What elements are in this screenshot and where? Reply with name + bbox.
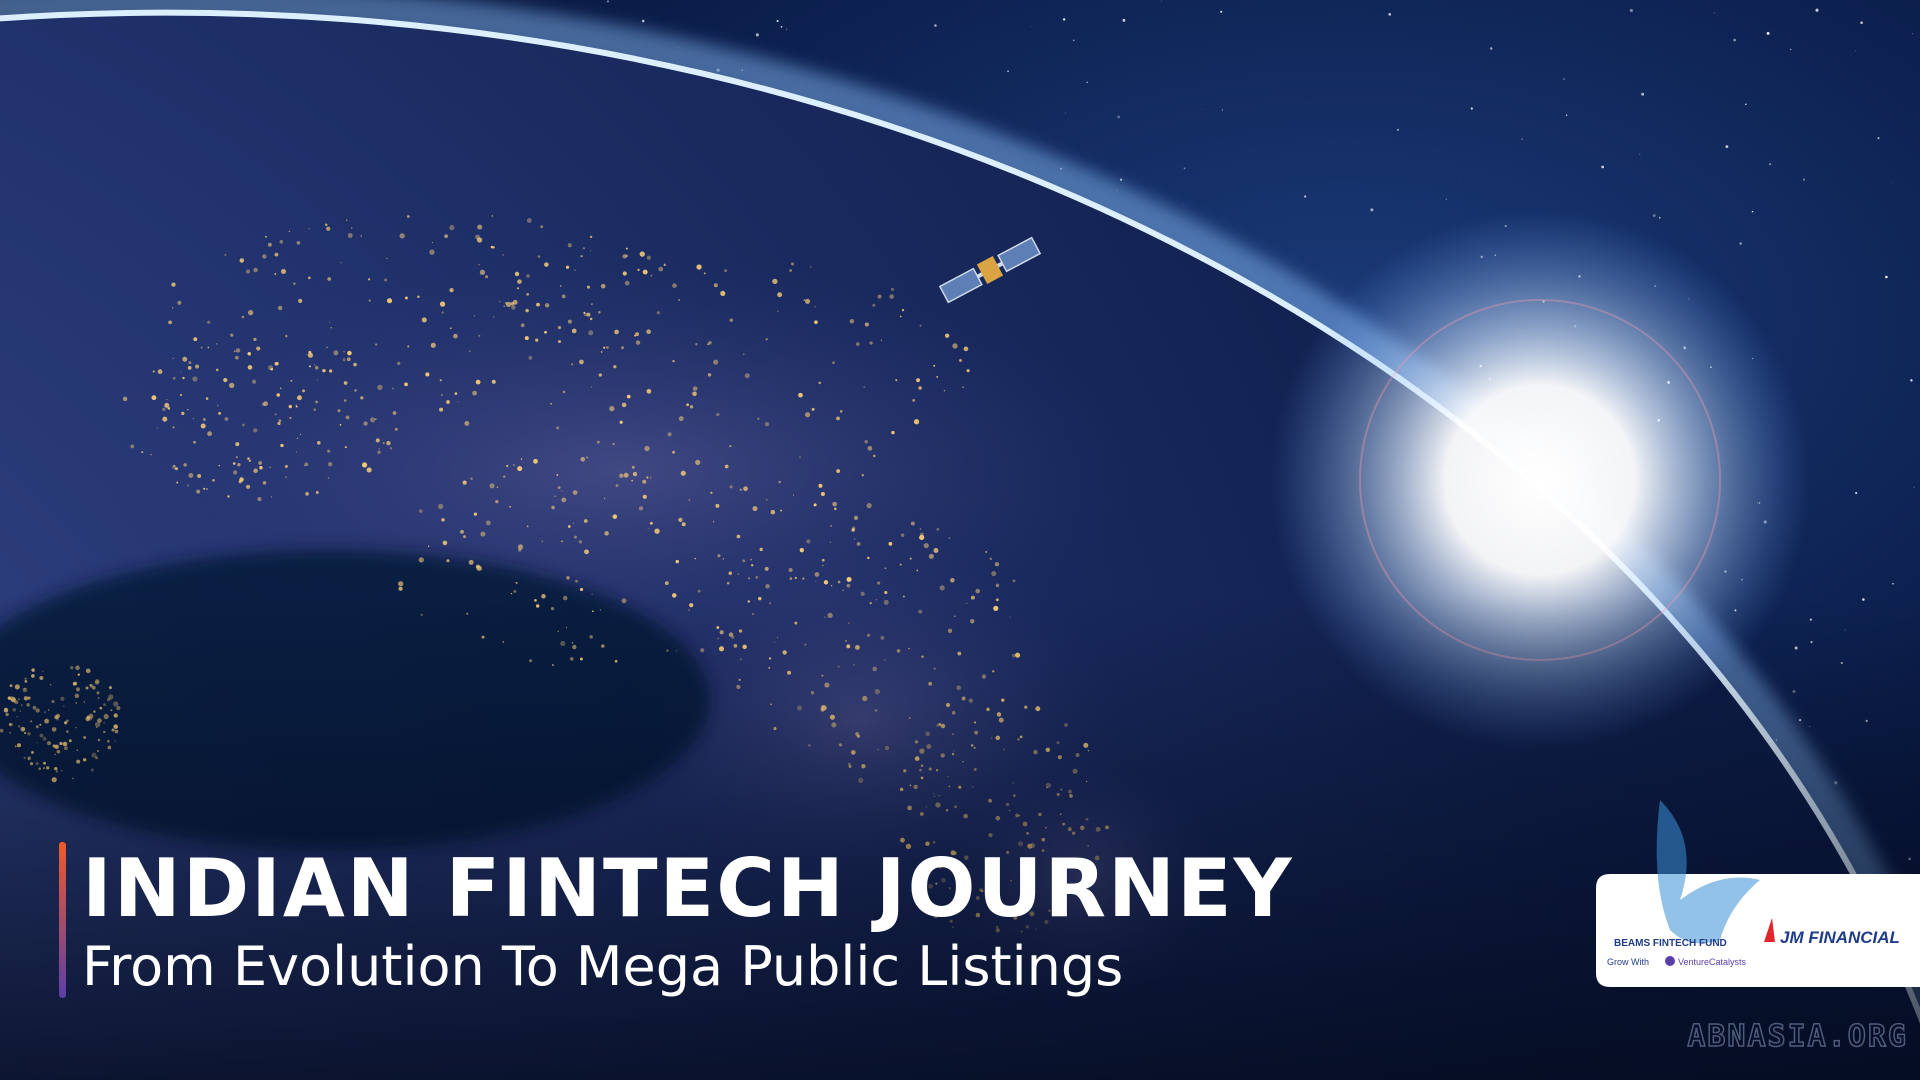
title: INDIAN FINTECH JOURNEY — [82, 842, 1294, 935]
partner-name: VentureCatalysts — [1678, 957, 1747, 967]
watermark: ABNASIA.ORG — [1687, 1019, 1908, 1054]
company-name: JM FINANCIAL — [1780, 928, 1900, 947]
subtitle: From Evolution To Mega Public Listings — [82, 935, 1123, 998]
partner-icon — [1665, 956, 1675, 966]
accent-bar — [59, 842, 66, 998]
tagline: Grow With — [1607, 957, 1649, 967]
fund-name: BEAMS FINTECH FUND — [1614, 938, 1727, 949]
logo-emblem — [1656, 800, 1760, 944]
jm-mark — [1764, 918, 1775, 942]
